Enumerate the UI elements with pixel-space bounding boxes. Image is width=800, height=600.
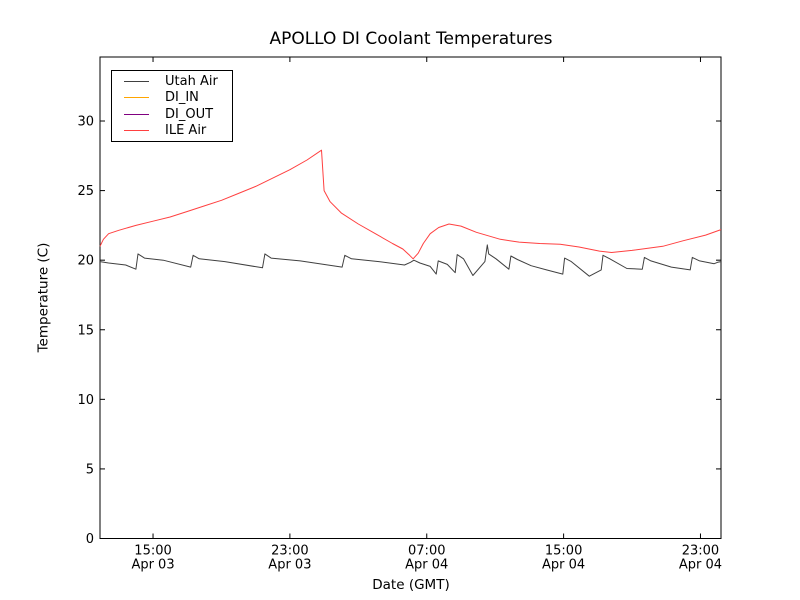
x-tick-label-time: 23:00	[271, 544, 308, 559]
legend-item-ile-air: ILE Air	[112, 123, 232, 140]
y-tick-label: 15	[77, 323, 94, 338]
series-line-ile-air	[99, 149, 722, 260]
x-tick-label-time: 15:00	[545, 544, 582, 559]
legend-label-utah-air: Utah Air	[165, 73, 218, 89]
y-tick-label: 10	[77, 393, 94, 408]
chart-title: APOLLO DI Coolant Temperatures	[269, 29, 553, 49]
x-tick-label-date: Apr 04	[542, 558, 585, 573]
legend-item-di-in: DI_IN	[112, 90, 232, 107]
legend-item-di-out: DI_OUT	[112, 106, 232, 123]
y-tick-label: 30	[77, 115, 94, 130]
y-tick-label: 20	[77, 254, 94, 269]
legend-label-ile-air: ILE Air	[165, 123, 207, 139]
y-tick-label: 0	[86, 532, 94, 547]
legend-line-sample-utah-air	[124, 80, 149, 82]
y-tick-label: 5	[86, 462, 94, 477]
x-tick-label-date: Apr 03	[268, 558, 311, 573]
legend-label-di-out: DI_OUT	[165, 106, 214, 122]
legend-label-di-in: DI_IN	[165, 90, 199, 106]
legend-line-sample-di-in	[124, 97, 149, 99]
legend-line-sample-ile-air	[124, 130, 149, 132]
y-tick-label: 25	[77, 184, 94, 199]
y-axis-label: Temperature (C)	[35, 242, 52, 353]
x-tick-label-time: 07:00	[408, 544, 445, 559]
legend-item-utah-air: Utah Air	[112, 73, 232, 90]
plot-border	[99, 56, 722, 539]
x-tick-label-date: Apr 04	[405, 558, 448, 573]
series-line-utah-air	[99, 244, 722, 277]
legend-line-sample-di-out	[124, 113, 149, 115]
x-axis-label: Date (GMT)	[372, 577, 450, 593]
x-tick-label-time: 23:00	[682, 544, 719, 559]
legend: Utah Air DI_IN DI_OUT ILE Air	[111, 70, 233, 142]
x-tick-label-date: Apr 03	[131, 558, 174, 573]
x-tick-label-time: 15:00	[134, 544, 171, 559]
x-tick-label-date: Apr 04	[679, 558, 722, 573]
